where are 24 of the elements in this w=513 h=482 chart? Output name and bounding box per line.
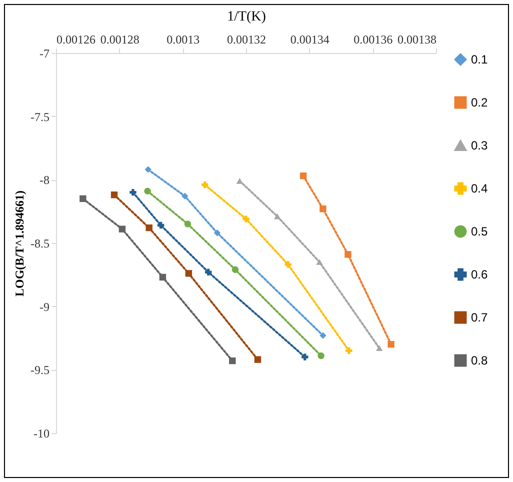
legend-label: 0.7: [471, 310, 488, 324]
y-tick-label: -8: [40, 173, 50, 188]
x-tick-label: 0.00138: [398, 32, 436, 46]
y-tick-label: -9.5: [30, 363, 50, 378]
y-axis-title: LOG(B/T^1.894661): [12, 190, 27, 296]
y-tick-label: -8.5: [30, 236, 50, 250]
legend-label: 0.4: [471, 182, 488, 196]
x-tick-label: 0.00136: [354, 32, 393, 46]
legend-label: 0.2: [471, 96, 488, 110]
legend-label: 0.8: [471, 354, 488, 368]
x-tick-label: 0.0013: [166, 32, 200, 46]
y-tick-label: -10: [34, 426, 50, 440]
x-tick-label: 0.00126: [56, 32, 96, 46]
y-tick-label: -9: [40, 300, 50, 314]
x-axis-title: 1/T(K): [227, 10, 266, 24]
legend-label: 0.5: [471, 224, 488, 238]
y-tick-label: -7.5: [30, 110, 50, 124]
y-tick-label: -7: [40, 46, 50, 60]
x-tick-label: 0.00128: [100, 32, 140, 46]
legend-label: 0.1: [471, 52, 488, 66]
x-tick-label: 0.00132: [227, 32, 266, 46]
x-tick-label: 0.00134: [290, 32, 330, 46]
legend-label: 0.6: [471, 268, 488, 282]
legend-label: 0.3: [471, 138, 488, 152]
